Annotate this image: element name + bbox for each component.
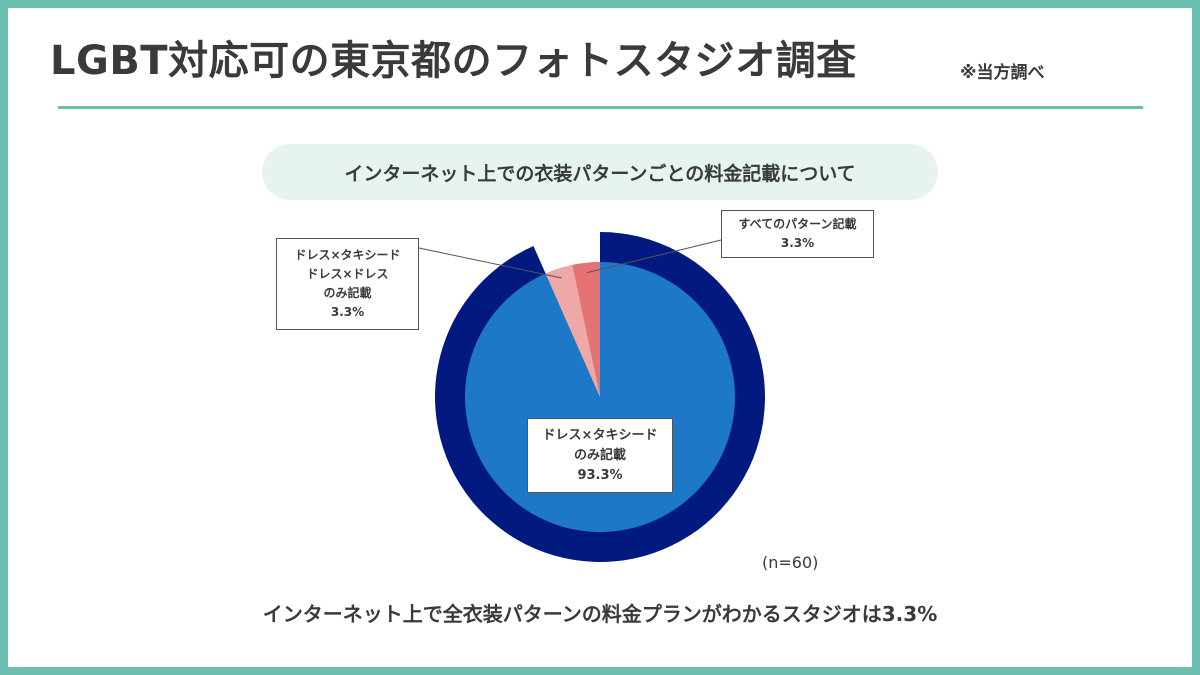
title-divider [58, 106, 1143, 109]
leader-line-dress-tux-dress-dress [418, 247, 562, 279]
source-note: ※当方調べ [960, 63, 1045, 83]
callout-all-patterns-value: 3.3% [780, 236, 815, 250]
pie-slice-dress-tux-dress-dress [545, 264, 600, 397]
callout-main-label-1: ドレス×タキシード [542, 427, 658, 443]
callout-dress-value: 3.3% [330, 305, 365, 319]
sample-size: (n=60) [762, 553, 819, 572]
chart-title-pill: インターネット上での衣装パターンごとの料金記載について [262, 144, 938, 200]
chart-title: インターネット上での衣装パターンごとの料金記載について [344, 162, 856, 185]
page-title: LGBT対応可の東京都のフォトスタジオ調査 [50, 38, 857, 84]
callout-all-patterns: すべてのパターン記載 3.3% [721, 210, 874, 258]
callout-all-patterns-label: すべてのパターン記載 [738, 217, 857, 231]
callout-dress-label-3: のみ記載 [323, 286, 372, 300]
callout-dress-tux-only: ドレス×タキシード のみ記載 93.3% [527, 418, 673, 493]
callout-dress-label-2: ドレス×ドレス [306, 267, 389, 281]
leader-line-all-patterns [586, 239, 722, 274]
pie-slice-all-patterns [572, 262, 600, 397]
conclusion-text: インターネット上で全衣装パターンの料金プランがわかるスタジオは3.3% [262, 602, 938, 626]
callout-dress-label-1: ドレス×タキシード [294, 248, 401, 262]
callout-main-label-2: のみ記載 [573, 447, 626, 463]
callout-dress-tux-dress-dress: ドレス×タキシード ドレス×ドレス のみ記載 3.3% [276, 238, 419, 330]
callout-main-value: 93.3% [577, 467, 623, 483]
